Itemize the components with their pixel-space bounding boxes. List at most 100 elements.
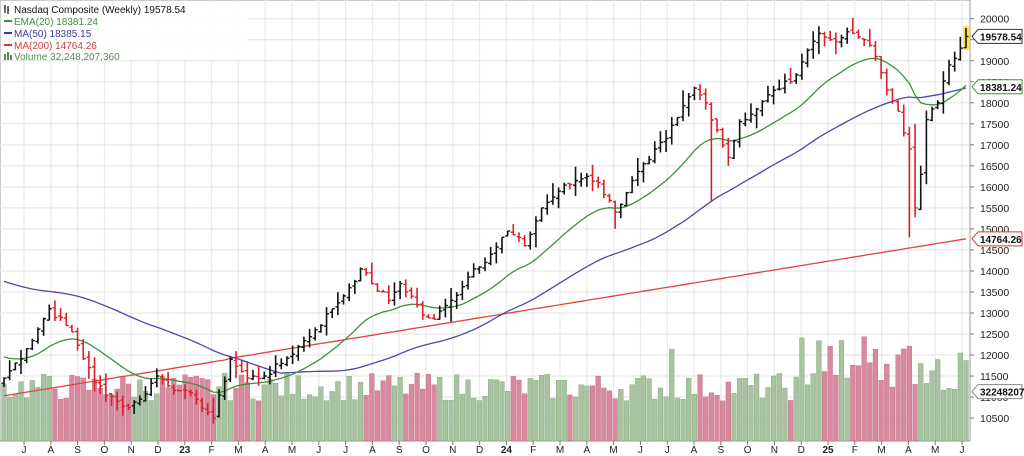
volume-bar	[544, 373, 550, 442]
volume-bar	[657, 387, 664, 442]
price-tag-box	[971, 231, 1023, 247]
volume-bar	[867, 362, 873, 442]
volume-bar	[816, 340, 822, 442]
volume-bar	[686, 377, 692, 442]
volume-bar	[850, 364, 856, 442]
volume-bar	[86, 390, 92, 442]
y-tick-label: 17000	[980, 140, 1009, 152]
y-tick-label: 17500	[980, 119, 1009, 131]
ohlc-bars	[1, 17, 969, 424]
volume-bar	[550, 398, 556, 442]
chart-legend: Nasdaq Composite (Weekly) 19578.54 EMA(2…	[2, 2, 249, 63]
volume-bar	[261, 384, 267, 442]
volume-bar	[674, 397, 680, 442]
volume-bar	[357, 382, 364, 442]
volume-bar	[58, 398, 64, 442]
x-tick-label: N	[128, 445, 135, 456]
y-tick-label: 10500	[980, 413, 1009, 425]
volume-bar	[765, 387, 771, 442]
volume-bars	[1, 336, 969, 442]
volume-bar	[380, 380, 386, 442]
volume-bar	[414, 373, 420, 442]
volume-bar	[301, 398, 307, 442]
x-tick-label: A	[47, 445, 54, 456]
volume-bar	[691, 393, 697, 442]
volume-bar	[386, 375, 392, 442]
volume-bar	[799, 337, 805, 442]
ma50-legend-label: MA(50) 18385.15	[14, 29, 92, 40]
x-tick-label: A	[905, 445, 912, 456]
x-tick-label: A	[691, 445, 698, 456]
y-tick-label: 15500	[980, 203, 1009, 215]
volume-legend-label: Volume 32,248,207,360	[14, 52, 120, 63]
volume-bar	[725, 381, 731, 442]
plot-frame	[0, 0, 971, 442]
volume-bar	[63, 397, 69, 442]
volume-bar	[488, 379, 494, 442]
volume-bar	[352, 399, 358, 442]
volume-bar	[771, 375, 777, 442]
volume-bar	[46, 376, 52, 442]
ma50-line	[3, 87, 967, 374]
volume-bar	[329, 391, 335, 442]
volume-bar	[24, 397, 30, 442]
volume-bar	[884, 363, 890, 442]
volume-bar	[720, 400, 726, 442]
volume-bar	[239, 374, 245, 442]
volume-bar	[12, 393, 18, 442]
volume-bar	[233, 387, 239, 442]
volume-bar	[844, 377, 850, 442]
volume-bar	[165, 387, 171, 442]
x-tick-label: F	[852, 445, 858, 456]
volume-bar	[137, 379, 143, 442]
volume-bar	[810, 373, 816, 442]
x-tick-label: N	[771, 445, 778, 456]
x-tick-label: A	[262, 445, 269, 456]
volume-bar	[171, 377, 177, 442]
volume-bar	[748, 385, 754, 442]
volume-bar	[918, 363, 924, 442]
volume-bar	[227, 400, 233, 442]
y-tick-label: 13500	[980, 287, 1009, 299]
x-tick-label: 24	[501, 445, 513, 456]
volume-bar	[437, 377, 443, 442]
volume-bar	[278, 395, 284, 442]
x-tick-label: D	[154, 445, 161, 456]
volume-bar	[912, 384, 918, 442]
volume-bar	[838, 340, 845, 442]
volume-bar	[374, 390, 381, 442]
volume-bar	[35, 387, 41, 442]
ma200-legend-label: MA(200) 14764.26	[14, 41, 97, 52]
volume-bar	[18, 381, 24, 442]
x-tick-label: M	[609, 445, 617, 456]
volume-bar	[754, 373, 760, 442]
volume-bar	[680, 399, 686, 442]
price-tag: 18381.24	[971, 79, 1023, 95]
volume-bar	[454, 374, 460, 442]
volume-bar	[448, 399, 454, 442]
moving-average-lines	[3, 57, 967, 397]
volume-bar	[697, 374, 703, 442]
volume-bar	[346, 375, 352, 442]
price-tag-label: 14764.26	[980, 235, 1022, 246]
volume-bar	[929, 370, 935, 442]
x-tick-label: J	[665, 445, 670, 456]
price-tag: 32248207	[971, 384, 1024, 400]
volume-bar	[759, 397, 765, 442]
volume-bar	[572, 396, 579, 442]
volume-bar	[256, 400, 262, 442]
volume-bar	[74, 376, 81, 442]
volume-bar	[612, 398, 618, 442]
volume-bar	[618, 389, 624, 442]
y-tick-label: 12500	[980, 329, 1009, 341]
volume-bar	[505, 390, 511, 442]
volume-bar	[737, 378, 743, 442]
volume-bar	[895, 354, 901, 442]
volume-bar	[827, 346, 833, 442]
volume-bar	[906, 345, 912, 442]
volume-bar	[578, 384, 584, 442]
volume-bar	[946, 387, 952, 442]
volume-bar	[52, 388, 58, 442]
volume-bar	[188, 376, 194, 442]
